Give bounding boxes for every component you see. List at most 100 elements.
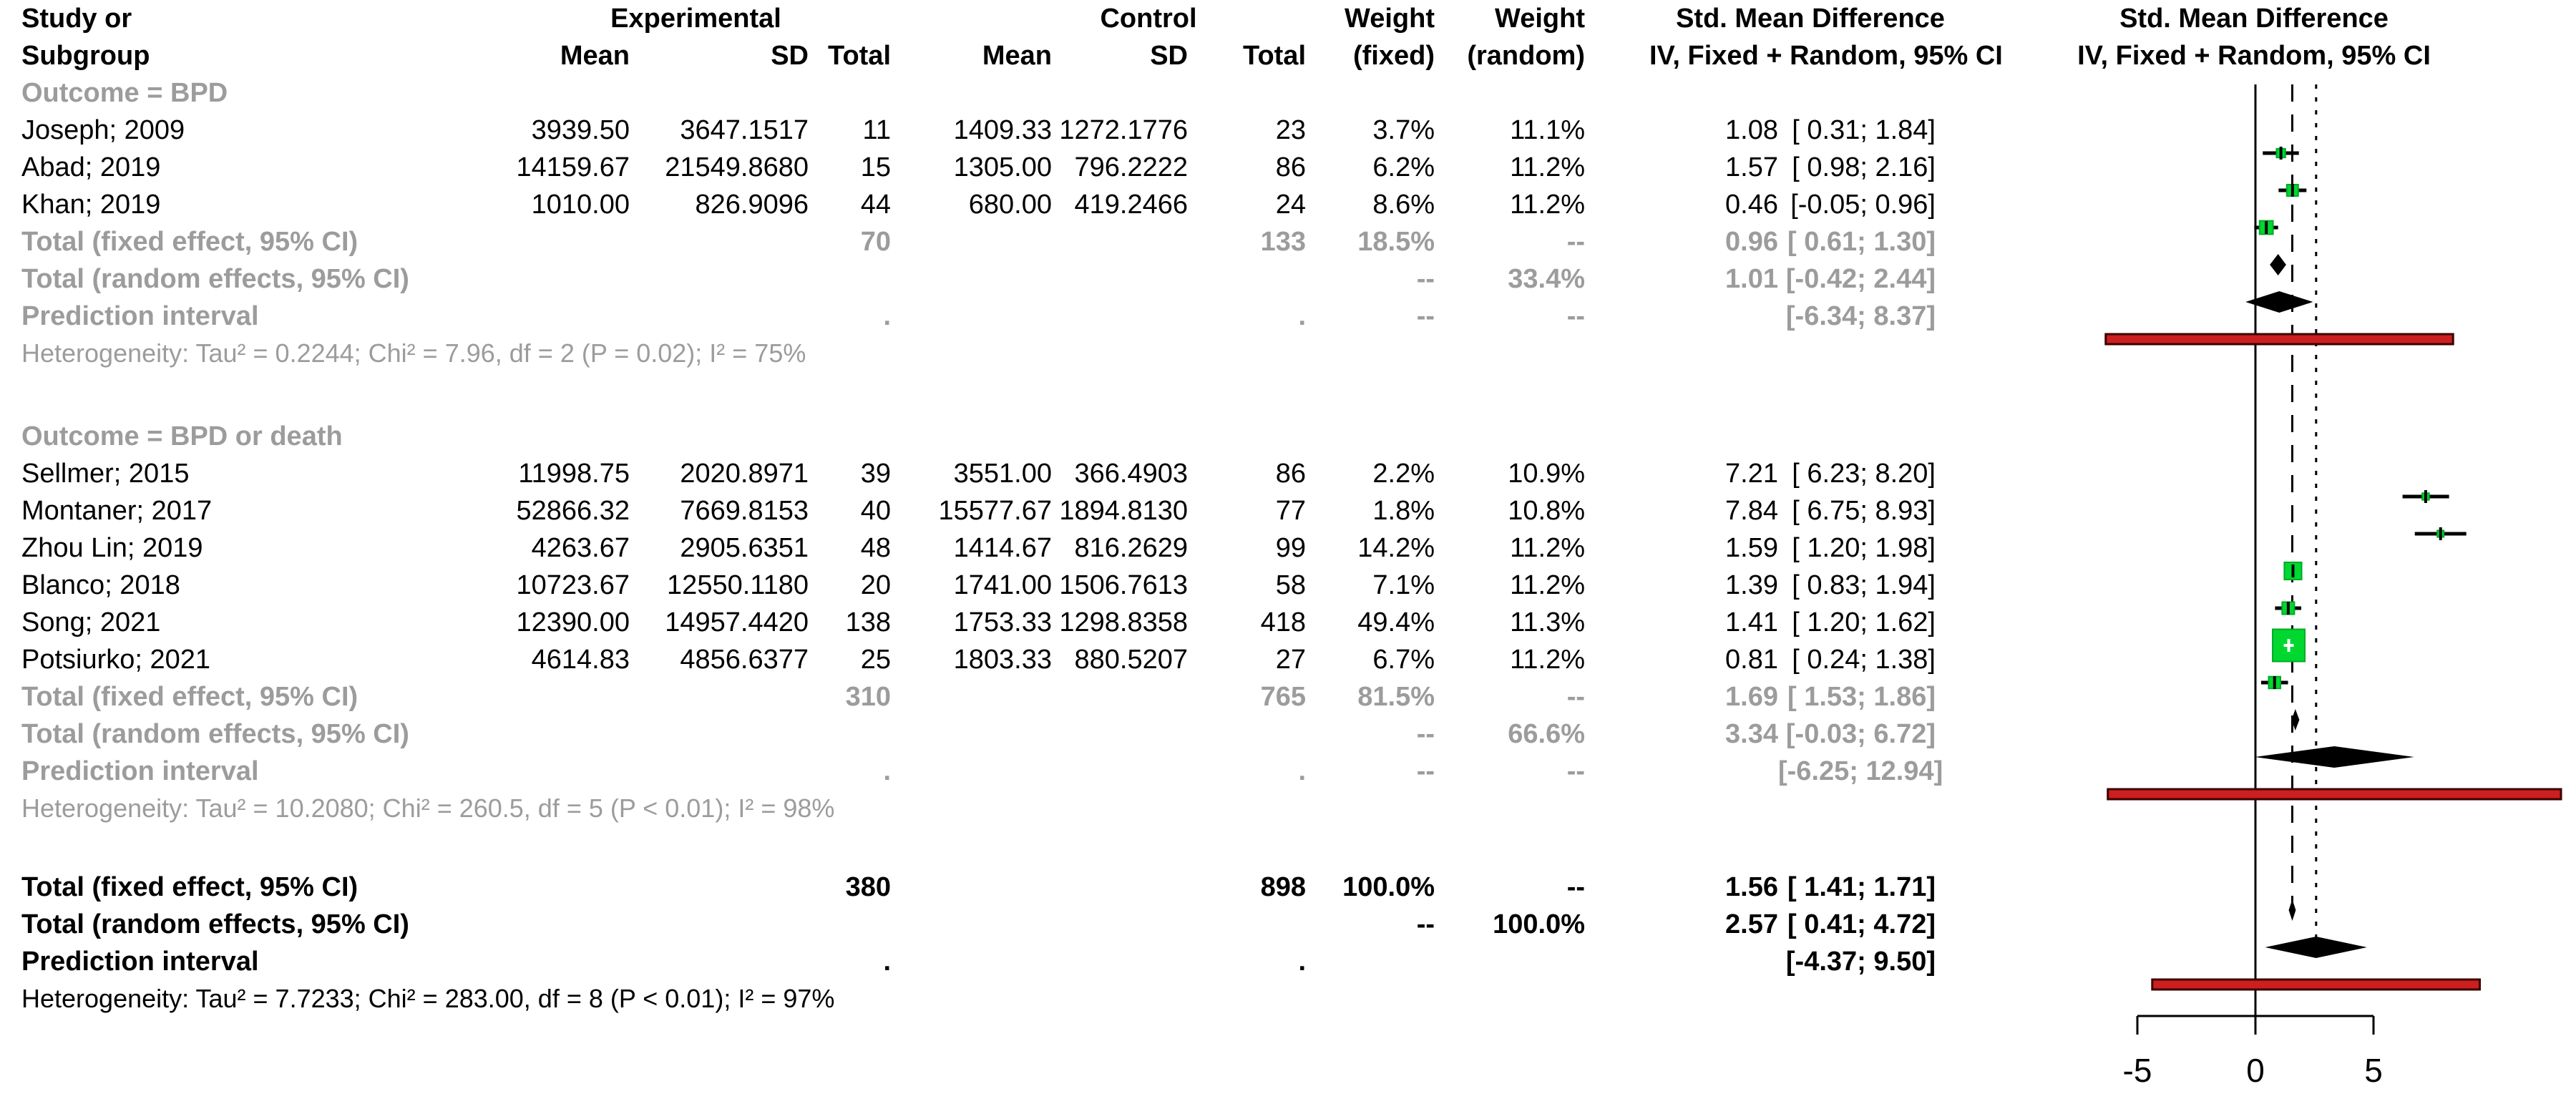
cell-weight-fixed: -- xyxy=(1416,264,1435,294)
cell-ctl-total: 133 xyxy=(1260,227,1306,257)
group1-prediction-row: Prediction interval.. -- -- [-6.34; 8.37] xyxy=(0,298,1936,335)
prediction-interval-bar xyxy=(2107,788,2562,801)
pooled-diamond xyxy=(2265,937,2367,958)
cell-weight-fixed: 18.5% xyxy=(1357,227,1435,257)
header-weight-random-line1: Weight xyxy=(1495,4,1585,34)
cell-exp-total: 138 xyxy=(845,607,891,637)
cell-exp-sd: 7669.8153 xyxy=(680,496,809,526)
cell-ctl-sd: 366.4903 xyxy=(1074,459,1189,489)
header-weight-fixed-line2: (fixed) xyxy=(1353,41,1435,71)
smd-interval: [ 1.20; 1.98] xyxy=(1792,533,1936,563)
smd-estimate: 7.84 xyxy=(1725,496,1778,526)
table-header-row-2: Subgroup Mean SD Total Mean SD Total (fi… xyxy=(0,37,2003,74)
cell-ctl-sd: 419.2466 xyxy=(1074,190,1189,220)
row-label: Prediction interval xyxy=(21,947,259,977)
pooled-diamond xyxy=(2291,709,2300,731)
pooled-diamond xyxy=(2288,899,2296,921)
pooled-diamond xyxy=(2255,746,2414,768)
cell-exp-total: 380 xyxy=(845,872,891,902)
cell-exp-total: 70 xyxy=(860,227,891,257)
header-weight-fixed-line1: Weight xyxy=(1345,4,1435,34)
study-weight-square xyxy=(2272,628,2306,663)
smd-interval: [ 0.98; 2.16] xyxy=(1792,152,1936,182)
smd-interval: [ 1.41; 1.71] xyxy=(1787,872,1936,902)
row-label: Total (fixed effect, 95% CI) xyxy=(21,227,358,257)
heterogeneity-text: Heterogeneity: Tau² = 10.2080; Chi² = 26… xyxy=(21,793,835,823)
header-study-line2: Subgroup xyxy=(21,41,150,71)
cell-weight-fixed: 6.7% xyxy=(1372,645,1435,675)
smd-estimate: 0.96 xyxy=(1725,227,1778,257)
smd-estimate: 0.81 xyxy=(1725,645,1778,675)
smd-interval: [-6.34; 8.37] xyxy=(1785,301,1936,331)
header-exp-mean: Mean xyxy=(560,41,630,71)
cell-exp-total: 25 xyxy=(860,645,891,675)
smd-estimate: 1.59 xyxy=(1725,533,1778,563)
cell-weight-random: -- xyxy=(1566,682,1585,712)
smd-interval: [ 0.61; 1.30] xyxy=(1787,227,1936,257)
plot-column-header: Std. Mean Difference IV, Fixed + Random,… xyxy=(2039,0,2469,74)
cell-exp-mean: 12390.00 xyxy=(516,607,630,637)
smd-interval: [ 1.20; 1.62] xyxy=(1792,607,1936,637)
smd-ci-cell: 1.08 [ 0.31; 1.84] xyxy=(1585,112,1936,149)
cell-ctl-mean: 1753.33 xyxy=(953,607,1052,637)
cell-ctl-total: 898 xyxy=(1260,872,1306,902)
study-name: Joseph; 2009 xyxy=(21,115,185,145)
cell-weight-fixed: -- xyxy=(1416,909,1435,939)
cell-ctl-sd: 1506.7613 xyxy=(1059,570,1188,600)
smd-interval: [ 0.31; 1.84] xyxy=(1792,115,1936,145)
smd-ci-cell: [-6.34; 8.37] xyxy=(1585,298,1936,335)
header-exp-sd: SD xyxy=(771,41,809,71)
smd-estimate: 1.08 xyxy=(1725,115,1778,145)
study-name: Sellmer; 2015 xyxy=(21,459,190,489)
prediction-interval-bar xyxy=(2104,333,2454,346)
cell-exp-sd: 3647.1517 xyxy=(680,115,809,145)
cell-weight-random: -- xyxy=(1566,301,1585,331)
cell-exp-mean: 4263.67 xyxy=(531,533,630,563)
cell-ctl-total: 77 xyxy=(1275,496,1306,526)
cell-ctl-mean: 1803.33 xyxy=(953,645,1052,675)
cell-weight-random: 11.2% xyxy=(1510,533,1585,563)
forest-table: Study or Experimental Control Weight Wei… xyxy=(0,4,2003,1013)
row-label: Total (fixed effect, 95% CI) xyxy=(21,682,358,712)
cell-weight-random: 11.3% xyxy=(1510,607,1585,637)
cell-ctl-sd: 1894.8130 xyxy=(1059,496,1188,526)
cell-exp-total: 39 xyxy=(860,459,891,489)
cell-weight-fixed: -- xyxy=(1416,301,1435,331)
cell-exp-mean: 1010.00 xyxy=(531,190,630,220)
smd-interval: [ 1.53; 1.86] xyxy=(1787,682,1936,712)
cell-weight-random: 10.9% xyxy=(1508,459,1585,489)
smd-interval: [ 0.41; 4.72] xyxy=(1787,909,1936,939)
cell-exp-mean: 10723.67 xyxy=(516,570,630,600)
row-label: Prediction interval xyxy=(21,301,259,331)
smd-estimate: 1.39 xyxy=(1725,570,1778,600)
smd-ci-cell: [-4.37; 9.50] xyxy=(1585,943,1936,980)
cell-exp-mean: 52866.32 xyxy=(516,496,630,526)
cell-weight-fixed: 7.1% xyxy=(1372,570,1435,600)
heterogeneity-text: Heterogeneity: Tau² = 0.2244; Chi² = 7.9… xyxy=(21,338,806,368)
cell-weight-fixed: 1.8% xyxy=(1372,496,1435,526)
cell-exp-mean: 11998.75 xyxy=(518,459,630,489)
cell-ctl-total: . xyxy=(1298,301,1306,331)
cell-weight-fixed: -- xyxy=(1416,719,1435,749)
cell-exp-total: 40 xyxy=(860,496,891,526)
study-row: Joseph; 2009 3939.50 3647.1517 11 1409.33 127… xyxy=(0,112,1936,149)
cell-weight-random: 33.4% xyxy=(1508,264,1585,294)
cell-exp-sd: 826.9096 xyxy=(695,190,809,220)
smd-interval: [-6.25; 12.94] xyxy=(1778,756,1943,786)
cell-exp-mean: 14159.67 xyxy=(516,152,630,182)
cell-exp-sd: 4856.6377 xyxy=(680,645,809,675)
group-label-row: Outcome = BPD or death xyxy=(0,418,1936,455)
cell-ctl-sd: 1298.8358 xyxy=(1059,607,1188,637)
prediction-interval-bar xyxy=(2151,978,2482,991)
study-name: Blanco; 2018 xyxy=(21,570,180,600)
smd-estimate: 2.57 xyxy=(1725,909,1778,939)
smd-interval: [ 0.24; 1.38] xyxy=(1792,645,1936,675)
cell-weight-fixed: 49.4% xyxy=(1357,607,1435,637)
header-control-group: Control xyxy=(1100,4,1197,34)
heterogeneity-row: Heterogeneity: Tau² = 10.2080; Chi² = 26… xyxy=(0,790,1936,827)
cell-weight-fixed: 8.6% xyxy=(1372,190,1435,220)
study-row: Sellmer; 2015 11998.75 2020.8971 39 3551.00 3… xyxy=(0,455,1936,492)
study-row: Khan; 2019 1010.00 826.9096 44 680.00 419.246… xyxy=(0,186,1936,223)
cell-ctl-total: 86 xyxy=(1275,152,1306,182)
smd-ci-cell: 1.59 [ 1.20; 1.98] xyxy=(1585,529,1936,567)
